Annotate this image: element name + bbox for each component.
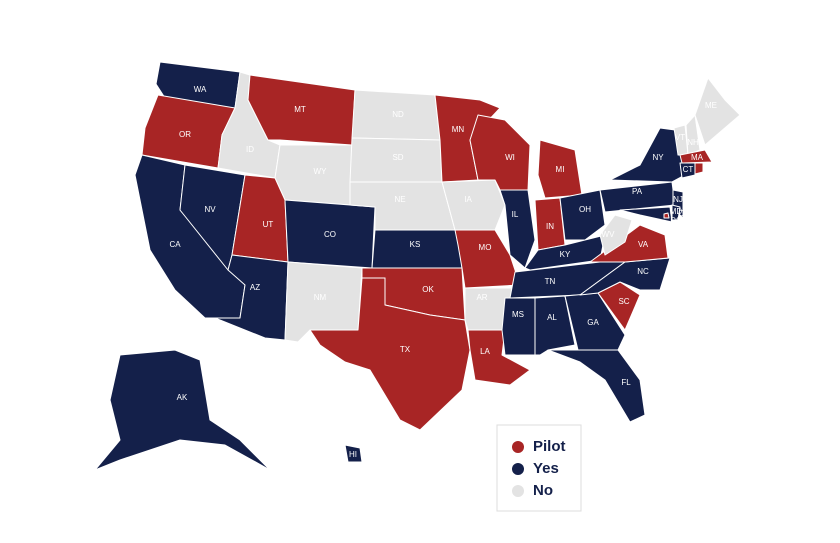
- state: [599, 214, 633, 256]
- state: [671, 204, 681, 221]
- state: [309, 277, 471, 431]
- state-label: TX: [400, 345, 411, 354]
- state-label: GA: [587, 318, 599, 327]
- state: [344, 444, 363, 463]
- legend-swatch: [512, 485, 524, 497]
- state-label: MS: [512, 310, 524, 319]
- state: [589, 224, 669, 263]
- state-label: MN: [452, 125, 465, 134]
- state: [679, 149, 713, 164]
- state-label: SC: [618, 297, 629, 306]
- state: [559, 189, 606, 241]
- legend-label: Pilot: [533, 438, 566, 455]
- state-label: OR: [179, 130, 191, 139]
- state-label: VA: [638, 240, 649, 249]
- state-label: VT: [675, 133, 685, 142]
- legend-label: Yes: [533, 460, 559, 477]
- legend-label: No: [533, 482, 553, 499]
- state-label: HI: [349, 450, 357, 459]
- state: [672, 189, 684, 219]
- legend-swatch: [512, 441, 524, 453]
- state: [679, 162, 696, 179]
- state-label: AZ: [250, 283, 260, 292]
- state-label: WV: [602, 230, 616, 239]
- state-label: DE: [678, 209, 689, 218]
- state-label: OH: [579, 205, 591, 214]
- state-label: NY: [652, 153, 664, 162]
- legend: Pilot Yes No: [496, 424, 582, 512]
- state-label: OK: [422, 285, 434, 294]
- state-label: WY: [314, 167, 328, 176]
- state: [524, 234, 606, 271]
- state-label: MA: [691, 153, 704, 162]
- state-label: RI: [704, 165, 712, 174]
- state: [94, 349, 271, 471]
- state-label: PA: [632, 187, 643, 196]
- state: [501, 297, 536, 356]
- state-label: AK: [177, 393, 188, 402]
- state-label: NE: [394, 195, 405, 204]
- state-label: NJ: [673, 195, 683, 204]
- state-label: NH: [687, 138, 699, 147]
- state: [537, 139, 583, 199]
- state-label: ND: [392, 110, 404, 119]
- state: [685, 114, 701, 156]
- state-label: LA: [480, 347, 490, 356]
- state: [547, 349, 646, 423]
- state-label: NV: [204, 205, 216, 214]
- state: [694, 162, 704, 175]
- state-label: MO: [479, 243, 492, 252]
- state-label: DC: [670, 216, 682, 225]
- state-label: NM: [314, 293, 327, 302]
- state: [619, 206, 673, 223]
- state-label: KY: [560, 250, 571, 259]
- state: [609, 127, 686, 183]
- state-label: IN: [546, 222, 554, 231]
- state: [454, 229, 521, 289]
- state-label: IA: [464, 195, 472, 204]
- state: [694, 77, 741, 146]
- state-label: ME: [705, 101, 717, 110]
- state: [284, 199, 376, 269]
- state-label: CT: [683, 165, 694, 174]
- state: [469, 114, 531, 191]
- state-label: TN: [545, 277, 556, 286]
- state-label: NC: [637, 267, 649, 276]
- state-label: FL: [621, 378, 631, 387]
- legend-swatch: [512, 463, 524, 475]
- states: WA OR CA NV ID MT WY UT CO AZ NM ND SD NE KS OK TX MN IA MO…: [94, 61, 741, 471]
- state-label: UT: [263, 220, 274, 229]
- state: [663, 212, 670, 219]
- state-label: MI: [556, 165, 565, 174]
- state-label: KS: [410, 240, 421, 249]
- state-label: WI: [505, 153, 515, 162]
- state-label: IL: [512, 210, 519, 219]
- state-label: CA: [169, 240, 181, 249]
- state-label: SD: [392, 153, 403, 162]
- state-label: ID: [246, 145, 254, 154]
- state-label: CO: [324, 230, 336, 239]
- state-label: MD: [670, 207, 683, 216]
- legend-box: [496, 424, 582, 512]
- state-label: MT: [294, 105, 306, 114]
- state-label: AR: [476, 293, 487, 302]
- state-label: WA: [194, 85, 207, 94]
- state-label: AL: [547, 313, 557, 322]
